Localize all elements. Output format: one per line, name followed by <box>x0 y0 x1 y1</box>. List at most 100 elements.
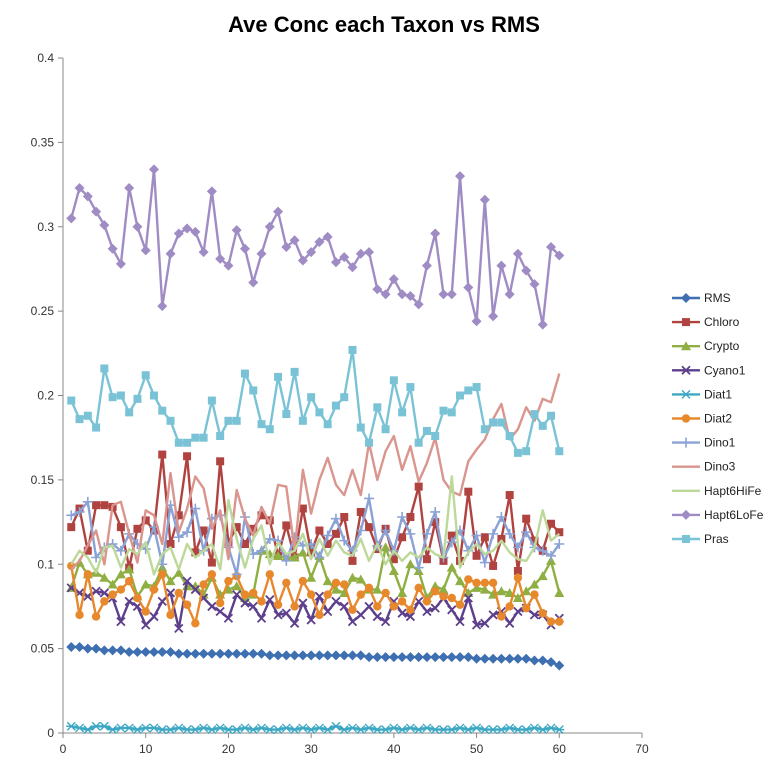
data-point <box>116 616 126 627</box>
data-point <box>322 725 333 735</box>
x-tick-label: 10 <box>139 742 153 756</box>
data-point <box>182 223 193 234</box>
y-tick-label: 0 <box>47 726 54 740</box>
data-point <box>380 652 391 663</box>
data-point <box>521 725 532 735</box>
data-point <box>521 527 532 538</box>
data-point <box>207 396 216 405</box>
data-point <box>190 725 201 735</box>
data-point <box>331 578 341 588</box>
data-point <box>355 725 366 735</box>
data-point <box>240 369 249 378</box>
data-point <box>124 647 135 657</box>
data-point <box>455 616 465 627</box>
data-point <box>116 523 125 532</box>
data-point <box>74 506 85 517</box>
data-point <box>381 588 390 598</box>
data-point <box>124 182 135 193</box>
data-point <box>148 647 159 657</box>
data-point <box>273 725 284 735</box>
data-point <box>67 523 76 532</box>
data-point <box>464 386 473 395</box>
data-point <box>99 220 110 231</box>
data-point <box>488 528 499 539</box>
x-tick-label: 0 <box>60 742 67 756</box>
data-point <box>497 534 506 543</box>
data-point <box>100 597 109 606</box>
data-point <box>264 650 275 661</box>
data-point <box>521 653 532 664</box>
data-point <box>239 723 250 733</box>
data-point <box>107 579 118 589</box>
data-point <box>141 620 151 630</box>
data-point <box>364 493 375 504</box>
legend-label: Crypto <box>704 339 740 353</box>
data-point <box>397 587 408 597</box>
data-point <box>232 523 241 532</box>
data-point <box>141 516 150 525</box>
legend-label: Pras <box>704 532 729 546</box>
data-point <box>91 586 101 596</box>
data-point <box>389 376 398 385</box>
data-point <box>190 226 201 237</box>
data-point <box>479 194 490 205</box>
data-point <box>289 725 300 735</box>
data-point <box>355 525 366 536</box>
data-point <box>413 562 424 573</box>
data-point <box>446 725 457 735</box>
data-point <box>223 613 234 623</box>
data-point <box>521 265 532 276</box>
data-point <box>248 277 259 288</box>
data-point <box>232 416 241 425</box>
data-point <box>315 610 324 620</box>
series-hapt6hife <box>70 475 561 576</box>
data-point <box>497 612 506 621</box>
legend-label: Diat1 <box>704 387 732 401</box>
data-point <box>257 420 266 429</box>
data-point <box>431 432 440 440</box>
data-point <box>198 723 209 733</box>
data-point <box>108 590 117 599</box>
data-point <box>430 228 441 239</box>
data-point <box>405 290 416 301</box>
data-point <box>240 590 250 599</box>
data-point <box>99 721 110 731</box>
data-point <box>173 723 184 733</box>
legend-item: RMS <box>672 291 731 305</box>
data-point <box>273 610 283 620</box>
data-point <box>115 545 126 556</box>
data-point <box>307 393 316 402</box>
data-point <box>530 590 539 599</box>
y-tick-label: 0.35 <box>31 135 55 149</box>
data-point <box>315 526 324 535</box>
data-point <box>198 247 209 258</box>
data-point <box>414 482 423 491</box>
data-point <box>489 418 498 427</box>
legend-label: Chloro <box>704 315 740 329</box>
data-point <box>339 601 349 612</box>
series-dino3 <box>70 373 561 571</box>
data-point <box>75 415 84 424</box>
data-point <box>306 615 316 625</box>
data-point <box>504 653 515 664</box>
data-point <box>430 652 441 663</box>
data-point <box>547 411 556 420</box>
data-point <box>306 572 317 582</box>
data-point <box>207 558 216 567</box>
data-point <box>513 606 523 617</box>
data-point <box>257 597 266 606</box>
data-point <box>323 590 332 599</box>
data-point <box>132 647 143 657</box>
data-point <box>115 569 126 579</box>
data-point <box>512 653 523 664</box>
series-line <box>70 373 561 571</box>
data-point <box>248 601 258 612</box>
data-point <box>546 723 557 733</box>
data-point <box>347 723 358 733</box>
data-point <box>91 612 101 621</box>
y-tick-label: 0.2 <box>37 389 54 403</box>
legend-item: Diat1 <box>672 387 732 401</box>
data-point <box>216 432 225 440</box>
data-point <box>91 552 102 563</box>
data-point <box>348 345 357 354</box>
